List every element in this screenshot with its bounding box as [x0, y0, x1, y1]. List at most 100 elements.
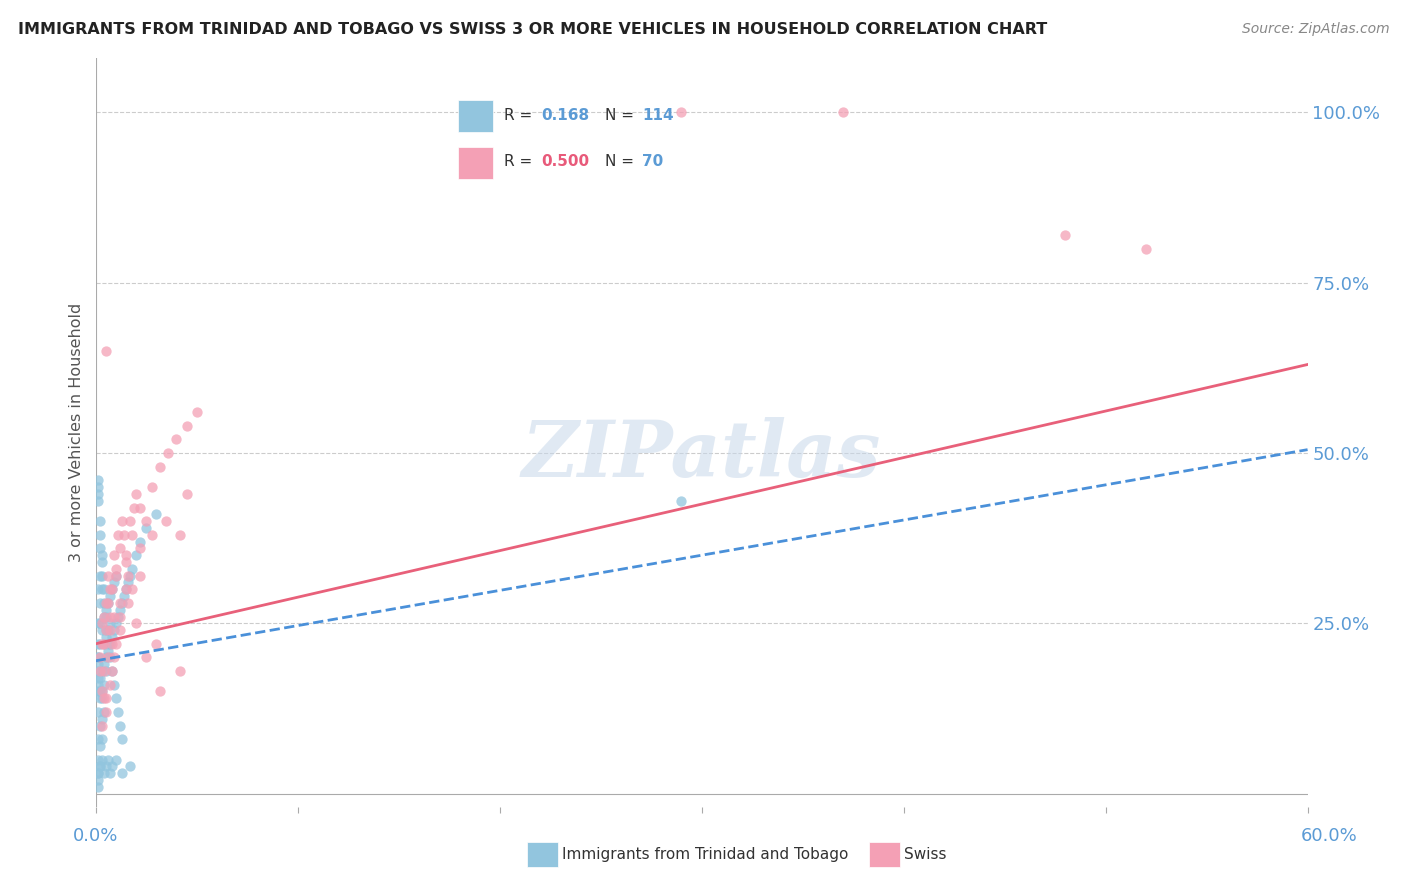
Point: [117, 596, 139, 610]
Point: [86, 732, 108, 747]
Point: [117, 575, 139, 590]
Point: [89, 514, 111, 528]
Point: [107, 705, 129, 719]
Point: [104, 616, 127, 631]
Point: [122, 500, 145, 515]
Point: [135, 650, 157, 665]
Point: [86, 493, 108, 508]
Point: [100, 759, 122, 773]
Point: [129, 534, 152, 549]
Point: [104, 691, 127, 706]
Point: [832, 105, 855, 120]
Point: [86, 473, 108, 487]
Point: [90, 732, 112, 747]
Point: [103, 609, 125, 624]
Point: [125, 548, 148, 562]
Point: [97, 643, 120, 657]
Point: [90, 753, 112, 767]
Point: [100, 637, 122, 651]
Point: [103, 678, 125, 692]
Point: [111, 596, 134, 610]
Point: [90, 582, 112, 597]
Point: [129, 568, 152, 582]
Text: IMMIGRANTS FROM TRINIDAD AND TOBAGO VS SWISS 3 OR MORE VEHICLES IN HOUSEHOLD COR: IMMIGRANTS FROM TRINIDAD AND TOBAGO VS S…: [18, 22, 1047, 37]
Point: [89, 541, 111, 556]
Point: [89, 759, 111, 773]
Point: [108, 596, 131, 610]
Point: [125, 487, 148, 501]
Point: [94, 623, 117, 637]
Text: Source: ZipAtlas.com: Source: ZipAtlas.com: [1241, 22, 1389, 37]
Point: [671, 493, 693, 508]
Point: [155, 514, 177, 528]
Point: [97, 637, 120, 651]
Point: [157, 446, 180, 460]
Point: [104, 562, 127, 576]
Point: [111, 732, 134, 747]
Point: [107, 609, 129, 624]
Point: [141, 528, 163, 542]
Point: [97, 596, 120, 610]
Point: [100, 630, 122, 644]
Point: [108, 603, 131, 617]
Point: [93, 596, 115, 610]
Point: [89, 650, 111, 665]
Point: [86, 780, 108, 794]
Point: [86, 637, 108, 651]
Point: [93, 691, 115, 706]
Point: [149, 684, 172, 698]
Point: [90, 712, 112, 726]
Point: [90, 555, 112, 569]
Point: [145, 508, 167, 522]
Point: [103, 548, 125, 562]
Point: [98, 637, 121, 651]
Point: [93, 609, 115, 624]
Point: [98, 582, 121, 597]
Point: [115, 582, 138, 597]
Point: [86, 616, 108, 631]
Point: [176, 418, 198, 433]
Point: [94, 630, 117, 644]
Point: [103, 623, 125, 637]
Point: [86, 766, 108, 780]
Point: [94, 759, 117, 773]
Point: [90, 684, 112, 698]
Point: [94, 603, 117, 617]
Point: [671, 105, 693, 120]
Point: [115, 555, 138, 569]
Point: [89, 568, 111, 582]
Point: [118, 759, 141, 773]
Point: [115, 582, 138, 597]
Point: [103, 650, 125, 665]
Point: [89, 671, 111, 685]
Point: [86, 772, 108, 787]
Point: [94, 650, 117, 665]
Point: [90, 664, 112, 678]
Point: [169, 664, 191, 678]
Point: [86, 657, 108, 672]
Point: [86, 766, 108, 780]
Point: [86, 753, 108, 767]
Point: [93, 705, 115, 719]
Point: [98, 589, 121, 603]
Y-axis label: 3 or more Vehicles in Household: 3 or more Vehicles in Household: [69, 303, 84, 562]
Point: [93, 609, 115, 624]
Point: [89, 684, 111, 698]
Point: [97, 623, 120, 637]
Point: [117, 568, 139, 582]
Point: [89, 596, 111, 610]
Point: [93, 657, 115, 672]
Point: [145, 637, 167, 651]
Point: [93, 664, 115, 678]
Point: [107, 528, 129, 542]
Point: [149, 459, 172, 474]
Point: [112, 589, 135, 603]
Point: [94, 705, 117, 719]
Point: [1054, 228, 1077, 243]
Point: [90, 718, 112, 732]
Point: [97, 568, 120, 582]
Point: [103, 575, 125, 590]
Point: [90, 623, 112, 637]
Point: [100, 582, 122, 597]
Point: [1135, 242, 1157, 256]
